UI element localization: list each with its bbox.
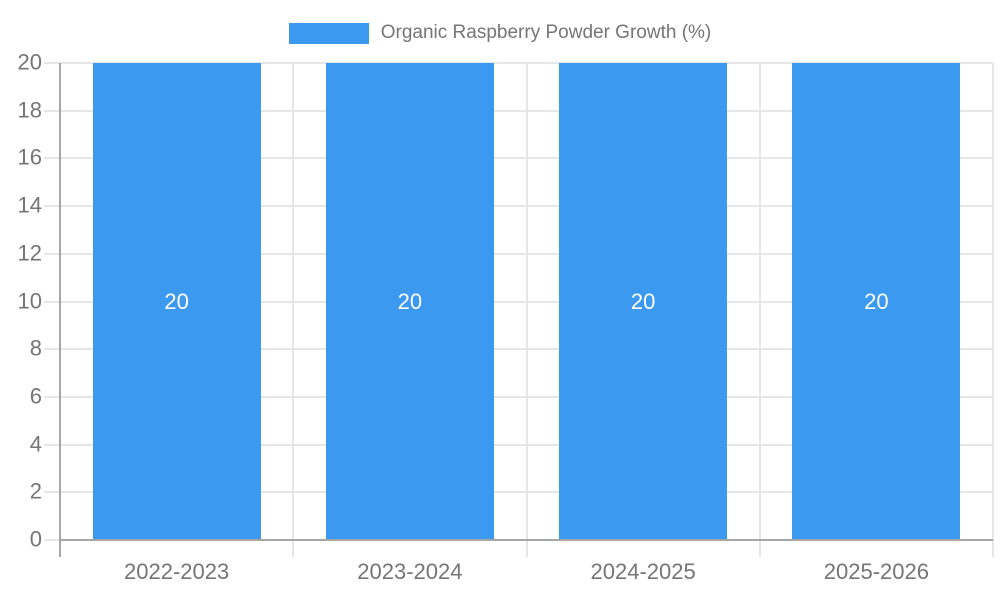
plot-area: 20 20 20 20 (44, 62, 994, 557)
plot-right-edge (992, 63, 994, 557)
bar-2025-2026[interactable]: 20 (792, 63, 961, 540)
y-axis-tick (44, 252, 60, 255)
y-axis-tick-label: 12 (17, 240, 42, 266)
bar-2023-2024[interactable]: 20 (325, 63, 494, 540)
y-axis-tick-label: 18 (17, 97, 42, 123)
bar-value-label: 20 (397, 288, 423, 314)
y-axis-tick-label: 8 (29, 335, 42, 361)
bar-2024-2025[interactable]: 20 (559, 63, 728, 540)
x-axis-tick-label: 2022-2023 (124, 559, 230, 584)
y-axis-tick (44, 157, 60, 160)
bar-value-label: 20 (164, 288, 189, 314)
y-axis-tick (44, 205, 60, 208)
y-axis-tick-label: 6 (29, 383, 42, 409)
category-separator-gridline (758, 63, 761, 557)
bar-2022-2023[interactable]: 20 (92, 63, 261, 540)
category-separator-gridline (525, 63, 528, 557)
y-axis-tick (44, 109, 60, 112)
y-axis-tick-label: 16 (17, 144, 42, 170)
y-axis-line (59, 63, 61, 557)
bar-value-label: 20 (630, 288, 656, 314)
y-axis-tick-label: 0 (29, 526, 42, 552)
y-axis-tick (44, 300, 60, 303)
y-axis-tick-label: 2 (29, 478, 42, 504)
x-axis-tick-label: 2024-2025 (590, 559, 696, 584)
y-axis-tick-label: 10 (17, 287, 42, 313)
y-axis-tick-label: 20 (17, 49, 42, 75)
y-axis-tick (44, 443, 60, 446)
x-axis-tick-label: 2023-2024 (357, 559, 463, 584)
legend-label: Organic Raspberry Powder Growth (%) (380, 22, 712, 43)
y-axis-tick (44, 491, 60, 494)
y-axis-tick-label: 14 (17, 192, 42, 218)
bar-value-label: 20 (864, 288, 889, 314)
category-separator-gridline (292, 63, 295, 557)
y-axis-tick (44, 395, 60, 398)
x-axis-line (60, 539, 993, 541)
legend-swatch-icon (288, 22, 369, 44)
y-axis-tick (44, 62, 60, 64)
legend: Organic Raspberry Powder Growth (%) (0, 21, 1000, 45)
y-axis-tick-label: 4 (29, 431, 42, 457)
y-axis-tick (44, 539, 60, 541)
y-axis-tick (44, 348, 60, 351)
x-axis-tick-label: 2025-2026 (823, 559, 929, 584)
